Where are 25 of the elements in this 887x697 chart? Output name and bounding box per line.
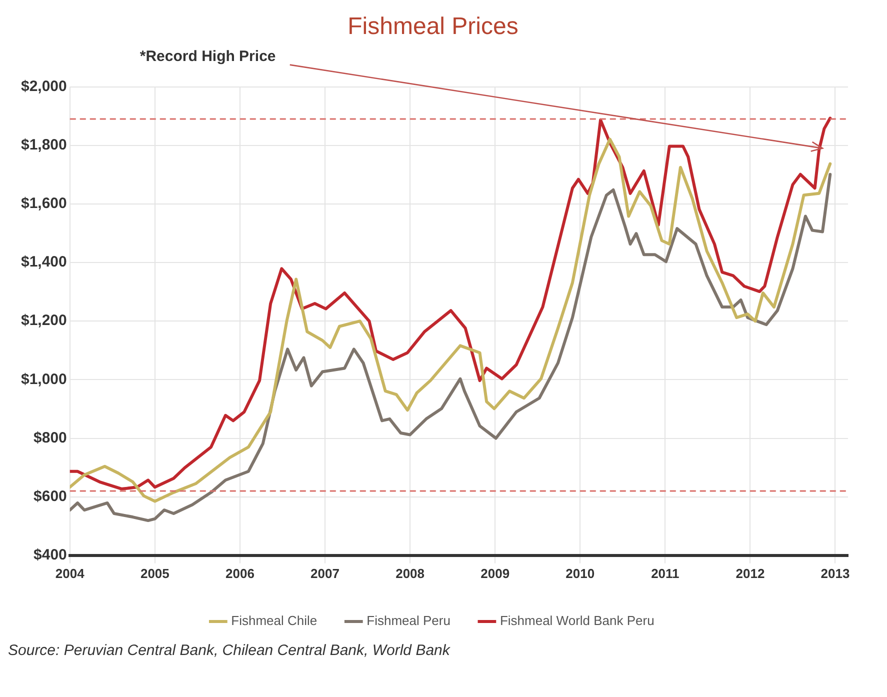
x-tick-label: 2012 [736,566,765,581]
chart-title: Fishmeal Prices [348,13,518,40]
y-tick-label: $800 [34,429,67,446]
x-tick-label: 2009 [480,566,510,581]
y-tick-label: $1,000 [20,370,67,388]
x-tick-label: 2007 [310,566,340,581]
x-tick-label: 2010 [566,566,595,581]
legend-label: Fishmeal Chile [231,613,318,628]
y-tick-label: $400 [34,546,67,564]
x-tick-label: 2005 [140,566,170,581]
legend-label: Fishmeal World Bank Peru [500,613,654,628]
x-tick-label: 2006 [226,566,254,581]
x-tick-label: 2008 [396,566,424,581]
y-tick-label: $1,600 [20,195,67,212]
x-tick-label: 2004 [55,566,86,581]
y-tick-label: $600 [34,488,67,505]
source-note: Source: Peruvian Central Bank, Chilean Central Bank, World Bank [8,642,452,659]
y-tick-label: $1,400 [20,254,67,271]
annotation: *Record High Price [140,48,276,65]
legend-label: Fishmeal Peru [366,613,450,628]
y-tick-label: $1,200 [20,312,67,330]
y-tick-label: $2,000 [20,78,67,95]
y-tick-label: $1,800 [20,136,67,154]
x-tick-label: 2013 [820,566,850,581]
x-tick-label: 2011 [651,566,680,581]
